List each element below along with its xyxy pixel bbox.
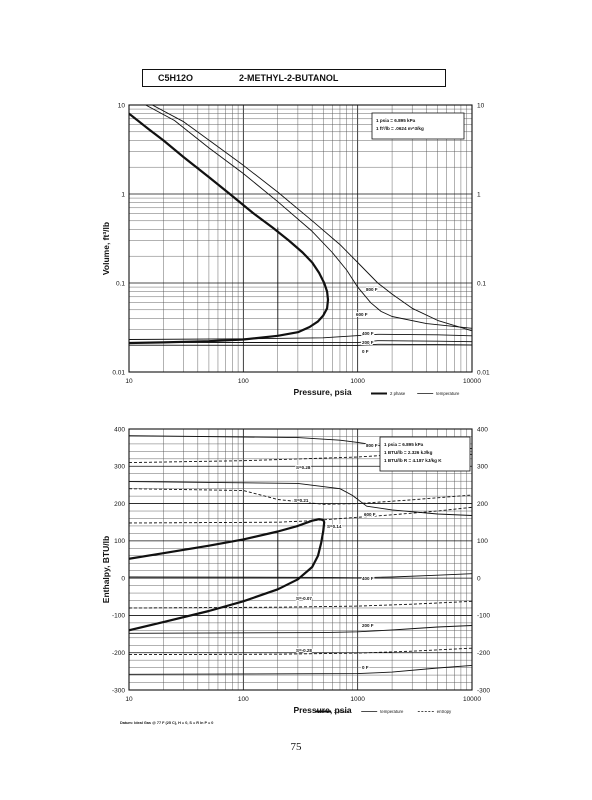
- series-line-s-0-21: [129, 488, 472, 505]
- compound-name: 2-METHYL-2-BUTANOL: [239, 73, 339, 83]
- y-tick-label-right: -200: [477, 650, 490, 657]
- curve-label: 600 F: [364, 512, 376, 517]
- units-note-box: [379, 436, 471, 472]
- y-tick-label-right: 100: [477, 538, 488, 545]
- series-line-600-f: [129, 481, 472, 516]
- y-tick-label: 1: [121, 191, 125, 198]
- series-group: [129, 435, 472, 675]
- chart-volume: 10 100 1000 10000 0.01 0.01 0.1 0.1 1 1 10 10 Pressu…: [101, 102, 490, 397]
- curve-label: S=0.21: [294, 498, 309, 503]
- units-note: 1 psia = 6.895 kPa: [376, 118, 416, 123]
- series-line-600-f: [145, 105, 472, 329]
- plot-frame: [128, 104, 473, 373]
- x-tick-label: 1000: [350, 378, 365, 385]
- x-tick-label: 1000: [350, 696, 365, 703]
- series-line-s-0-14: [129, 506, 472, 524]
- compound-title-box: C5H12O 2-METHYL-2-BUTANOL: [142, 69, 446, 87]
- curve-label: S=0.28: [296, 465, 311, 470]
- x-tick-label: 100: [238, 696, 249, 703]
- series-line-2-phase: [129, 518, 326, 632]
- x-tick-label: 100: [238, 378, 249, 385]
- y-tick-label-right: -100: [477, 613, 490, 620]
- legend-label: 2 phase: [390, 391, 406, 396]
- units-note: 1 BTU/lb R = 4.187 kJ/kg K: [384, 458, 442, 463]
- y-tick-label-right: 0.1: [477, 280, 486, 287]
- series-line-800-f: [152, 105, 472, 332]
- curve-label: 800 F: [366, 443, 378, 448]
- x-tick-label: 10000: [463, 696, 481, 703]
- y-tick-label: -200: [112, 650, 125, 657]
- units-note: 1 BTU/lb = 2.326 kJ/kg: [384, 450, 433, 455]
- series-group: [129, 105, 472, 346]
- y-tick-label-right: 200: [477, 501, 488, 508]
- y-tick-label: 0.1: [116, 280, 125, 287]
- series-line-s-0-28: [129, 447, 472, 464]
- y-tick-label: 300: [114, 464, 125, 471]
- chart-enthalpy: 10 100 1000 10000-300 -300-200 -200-100 -1000 0…: [101, 426, 490, 725]
- chemical-formula: C5H12O: [158, 73, 194, 83]
- curve-label: 200 F: [362, 340, 374, 345]
- y-tick-label: 0.01: [112, 369, 125, 376]
- y-axis-label: Volume, ft³/lb: [101, 222, 111, 275]
- x-axis-label: Pressure, psia: [293, 705, 351, 715]
- y-tick-label-right: 0.01: [477, 369, 490, 376]
- series-line-400-f: [129, 573, 472, 579]
- y-tick-label: 10: [118, 102, 126, 109]
- curve-label: 0 F: [362, 349, 369, 354]
- y-tick-label-right: 1: [477, 191, 481, 198]
- y-tick-label-right: 10: [477, 102, 485, 109]
- units-note: 1 ft³/lb = .0624 m^3/kg: [376, 126, 424, 131]
- series-line-s-0-07: [129, 600, 472, 609]
- legend-label: temperature: [436, 391, 460, 396]
- series-line-200-f: [129, 340, 472, 344]
- curve-label: S=-0.07: [296, 596, 312, 601]
- y-tick-label: 400: [114, 426, 125, 433]
- curve-label: 0 F: [362, 665, 369, 670]
- series-line-0-f: [129, 664, 472, 675]
- y-tick-label: -100: [112, 613, 125, 620]
- curve-label: 400 F: [362, 331, 374, 336]
- x-tick-label: 10: [125, 696, 133, 703]
- y-tick-label-right: 300: [477, 464, 488, 471]
- units-note-box: [371, 112, 465, 140]
- series-line-200-f: [129, 625, 472, 634]
- legend-label: temperature: [380, 709, 404, 714]
- series-line-2-phase: [129, 112, 330, 345]
- curve-label: S=-0.28: [296, 648, 312, 653]
- y-tick-label-right: 400: [477, 426, 488, 433]
- x-axis-label: Pressure, psia: [293, 387, 351, 397]
- y-tick-label-right: -300: [477, 687, 490, 694]
- y-tick-label: 0: [121, 575, 125, 582]
- curve-label: 200 F: [362, 623, 374, 628]
- series-line-0-f: [129, 343, 472, 346]
- curve-label: 600 F: [356, 312, 368, 317]
- curve-label: 400 F: [362, 576, 374, 581]
- x-tick-label: 10: [125, 378, 133, 385]
- curve-label: S=0.14: [327, 524, 342, 529]
- curve-label: 800 F: [366, 287, 378, 292]
- x-tick-label: 10000: [463, 378, 481, 385]
- legend-label: entropy: [437, 709, 452, 714]
- y-tick-label-right: 0: [477, 575, 481, 582]
- page-number: 75: [290, 741, 302, 753]
- y-axis-label: Enthalpy, BTU/lb: [101, 536, 111, 603]
- series-line-400-f: [129, 333, 472, 340]
- legend-label: 2 phase: [334, 709, 350, 714]
- plot-frame: [128, 428, 473, 691]
- units-note: 1 psia = 6.895 kPa: [384, 442, 424, 447]
- y-tick-label: -300: [112, 687, 125, 694]
- y-tick-label: 100: [114, 538, 125, 545]
- datum-footnote: Datum: Ideal Gas @ 77 F (25 C), H = 0, S…: [120, 721, 213, 725]
- y-tick-label: 200: [114, 501, 125, 508]
